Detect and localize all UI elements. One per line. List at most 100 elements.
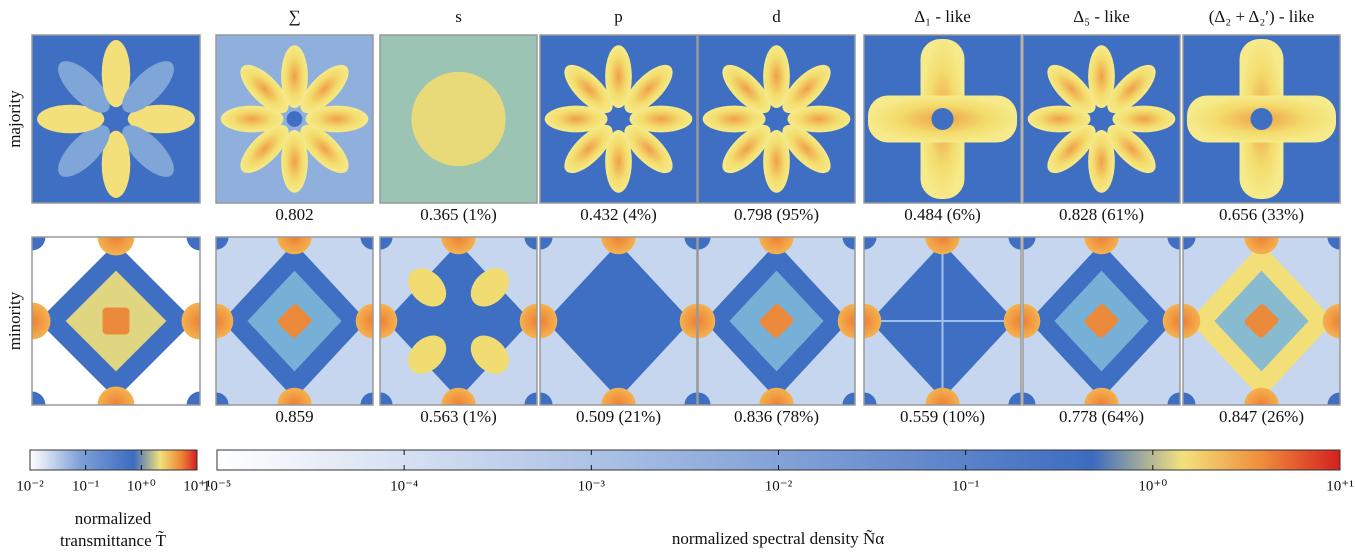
petal — [782, 124, 831, 174]
panel-value: 0.847 (26%) — [1219, 407, 1304, 426]
panel-frame — [215, 236, 374, 406]
edge-blob — [1162, 303, 1180, 339]
panel-value: 0.563 (1%) — [420, 407, 496, 426]
heatmap-panel — [32, 35, 200, 203]
center — [102, 307, 130, 335]
edge-blob — [97, 386, 135, 405]
edge-blob — [925, 237, 960, 255]
corner-blob — [186, 391, 200, 405]
corner-blob — [1327, 237, 1340, 250]
colorbar-title: transmittance T̃ — [60, 531, 167, 550]
petal — [122, 125, 174, 177]
petal — [281, 129, 308, 193]
heatmap-panel — [216, 237, 373, 405]
petal — [1047, 64, 1096, 114]
edge-blob — [277, 237, 312, 255]
center — [1250, 108, 1273, 130]
center — [759, 304, 794, 338]
petal — [300, 124, 349, 174]
heatmap-panel — [1183, 237, 1340, 405]
corner-blob — [684, 392, 697, 405]
heatmap-panel — [1023, 237, 1180, 405]
panel-value: 0.509 (21%) — [576, 407, 661, 426]
colorbar-tick-label: 10⁺⁰ — [1138, 478, 1167, 494]
corner-blob — [1167, 237, 1180, 250]
petal — [101, 130, 131, 198]
corner-blob — [380, 237, 393, 250]
colorbar-tick-label: 10⁻⁴ — [390, 478, 418, 494]
corner-blob — [216, 237, 229, 250]
column-header: Δ₁ - like — [914, 7, 971, 26]
diamond — [546, 243, 691, 399]
panel-frame — [863, 34, 1022, 204]
petal — [281, 45, 308, 109]
edge-blob — [216, 303, 234, 339]
heatmap-panel — [864, 35, 1021, 203]
petal — [763, 129, 790, 193]
edge-blob — [837, 303, 855, 339]
panel-value: 0.798 (95%) — [734, 205, 819, 224]
petal — [37, 104, 105, 134]
corner-blob — [1008, 237, 1021, 250]
lobe — [470, 268, 509, 307]
corner-blob — [32, 391, 46, 405]
corner-blob — [1167, 392, 1180, 405]
panel-frame — [31, 34, 201, 204]
heatmap-panel — [32, 237, 200, 405]
corner-blob — [524, 237, 537, 250]
panel-frame — [539, 236, 698, 406]
colorbar-tick-label: 10⁺⁰ — [127, 478, 156, 494]
colorbar-tick-label: 10⁻⁵ — [203, 478, 231, 494]
petal — [624, 124, 673, 174]
edge-blob — [277, 387, 312, 405]
corner-blob — [1008, 392, 1021, 405]
column-header: ∑ — [288, 7, 300, 26]
corner-blob — [186, 237, 200, 251]
corner-blob — [540, 237, 553, 250]
corner-blob — [864, 237, 877, 250]
edge-blob — [540, 303, 558, 339]
corner-blob — [698, 237, 711, 250]
petal — [544, 105, 608, 133]
petal — [1088, 45, 1115, 109]
petal — [220, 105, 284, 133]
colorbar-title: normalized spectral density Ñα — [672, 529, 884, 548]
colorbar-title: normalized — [75, 509, 152, 528]
colorbar-tick-label: 10⁻¹ — [72, 478, 99, 494]
panel-frame — [1182, 34, 1341, 204]
heatmap-panel — [380, 35, 537, 203]
petal — [58, 61, 110, 113]
petal — [1107, 64, 1156, 114]
edge-blob — [1023, 303, 1041, 339]
colorbar-tick-label: 10⁻¹ — [952, 478, 979, 494]
center — [107, 110, 125, 128]
petal — [101, 40, 131, 108]
petal — [782, 64, 831, 114]
heatmap-panel — [1183, 35, 1340, 203]
row-label: minority — [5, 291, 24, 350]
edge-blob — [1244, 387, 1279, 405]
corner-blob — [1023, 237, 1036, 250]
center — [277, 304, 312, 338]
center — [1093, 111, 1110, 127]
petal — [122, 61, 174, 113]
center — [931, 108, 954, 130]
heatmap-panel — [1023, 35, 1180, 203]
petal — [605, 129, 632, 193]
heatmap-panel — [864, 237, 1021, 405]
corner-blob — [842, 392, 855, 405]
petal — [722, 124, 771, 174]
panel-frame — [697, 236, 856, 406]
edge-blob — [698, 303, 716, 339]
panel-frame — [379, 236, 538, 406]
petal — [127, 104, 195, 134]
edge-blob — [355, 303, 373, 339]
edge-blob — [1322, 303, 1340, 339]
corner-blob — [540, 392, 553, 405]
petal — [624, 64, 673, 114]
corner-blob — [1327, 392, 1340, 405]
petal — [1047, 124, 1096, 174]
petal — [629, 105, 693, 133]
colorbar-tick-label: 10⁺¹ — [1326, 478, 1353, 494]
petal — [300, 64, 349, 114]
